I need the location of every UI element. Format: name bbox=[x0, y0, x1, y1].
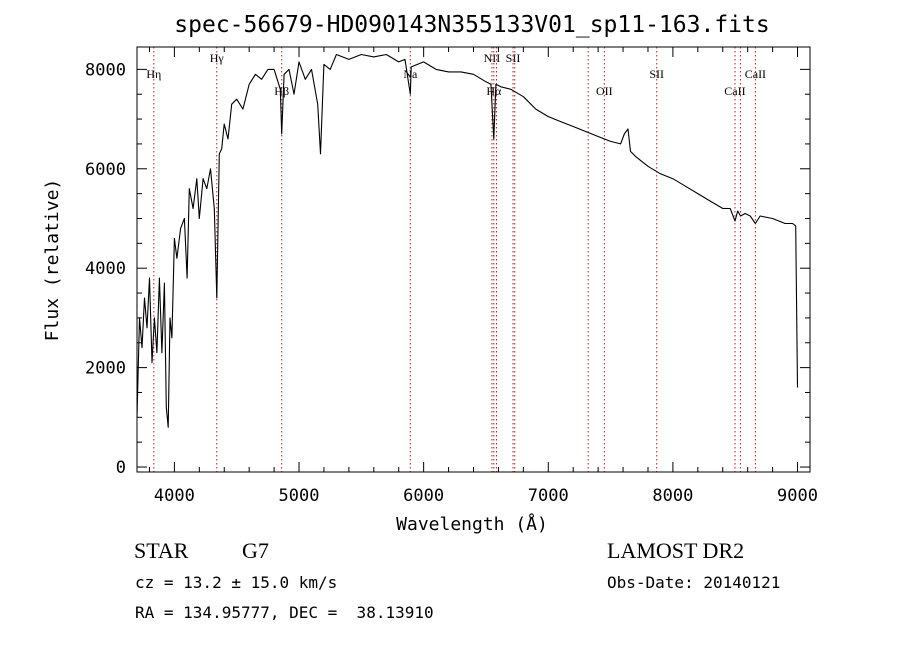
spectrum-line bbox=[136, 53, 799, 428]
spectrum-series bbox=[136, 53, 799, 428]
line-marker-label: CaII bbox=[724, 84, 745, 98]
line-marker-label: OII bbox=[596, 84, 613, 98]
x-tick-label: 6000 bbox=[403, 486, 444, 506]
redshift-cz: cz = 13.2 ± 15.0 km/s bbox=[135, 573, 338, 592]
x-tick-label: 5000 bbox=[279, 486, 320, 506]
x-tick-label: 8000 bbox=[652, 486, 693, 506]
line-marker-label: CaII bbox=[745, 67, 766, 81]
y-tick-label: 4000 bbox=[85, 259, 126, 279]
plot-axes bbox=[136, 46, 811, 473]
y-tick-label: 2000 bbox=[85, 359, 126, 379]
y-tick-label: 6000 bbox=[85, 160, 126, 180]
line-marker-label: Hα bbox=[486, 84, 502, 98]
line-marker-label: Hγ bbox=[210, 51, 225, 65]
y-axis-label: Flux (relative) bbox=[42, 179, 63, 342]
object-class: STAR bbox=[134, 538, 189, 563]
y-tick-label: 0 bbox=[116, 458, 126, 478]
x-tick-label: 7000 bbox=[528, 486, 569, 506]
observation-date: Obs-Date: 20140121 bbox=[607, 573, 781, 592]
x-tick-label: 9000 bbox=[777, 486, 818, 506]
line-marker-label: SII bbox=[506, 51, 521, 65]
object-subclass: G7 bbox=[242, 538, 269, 563]
y-axis-ticks: 0 2000 4000 6000 8000 bbox=[85, 60, 810, 478]
line-marker-label: Hβ bbox=[274, 84, 289, 98]
x-axis-label: Wavelength (Å) bbox=[396, 513, 548, 535]
ra-dec-coordinates: RA = 134.95777, DEC = 38.13910 bbox=[135, 603, 434, 622]
x-axis-ticks: 4000 5000 6000 7000 8000 9000 bbox=[148, 47, 818, 506]
line-marker-label: NII bbox=[484, 51, 501, 65]
y-tick-label: 8000 bbox=[85, 60, 126, 80]
line-marker-label: SII bbox=[649, 67, 664, 81]
chart-title: spec-56679-HD090143N355133V01_sp11-163.f… bbox=[174, 12, 769, 38]
plot-frame bbox=[136, 46, 811, 473]
survey-release: LAMOST DR2 bbox=[607, 538, 745, 563]
x-tick-label: 4000 bbox=[154, 486, 195, 506]
line-marker-label: Hη bbox=[146, 67, 161, 81]
